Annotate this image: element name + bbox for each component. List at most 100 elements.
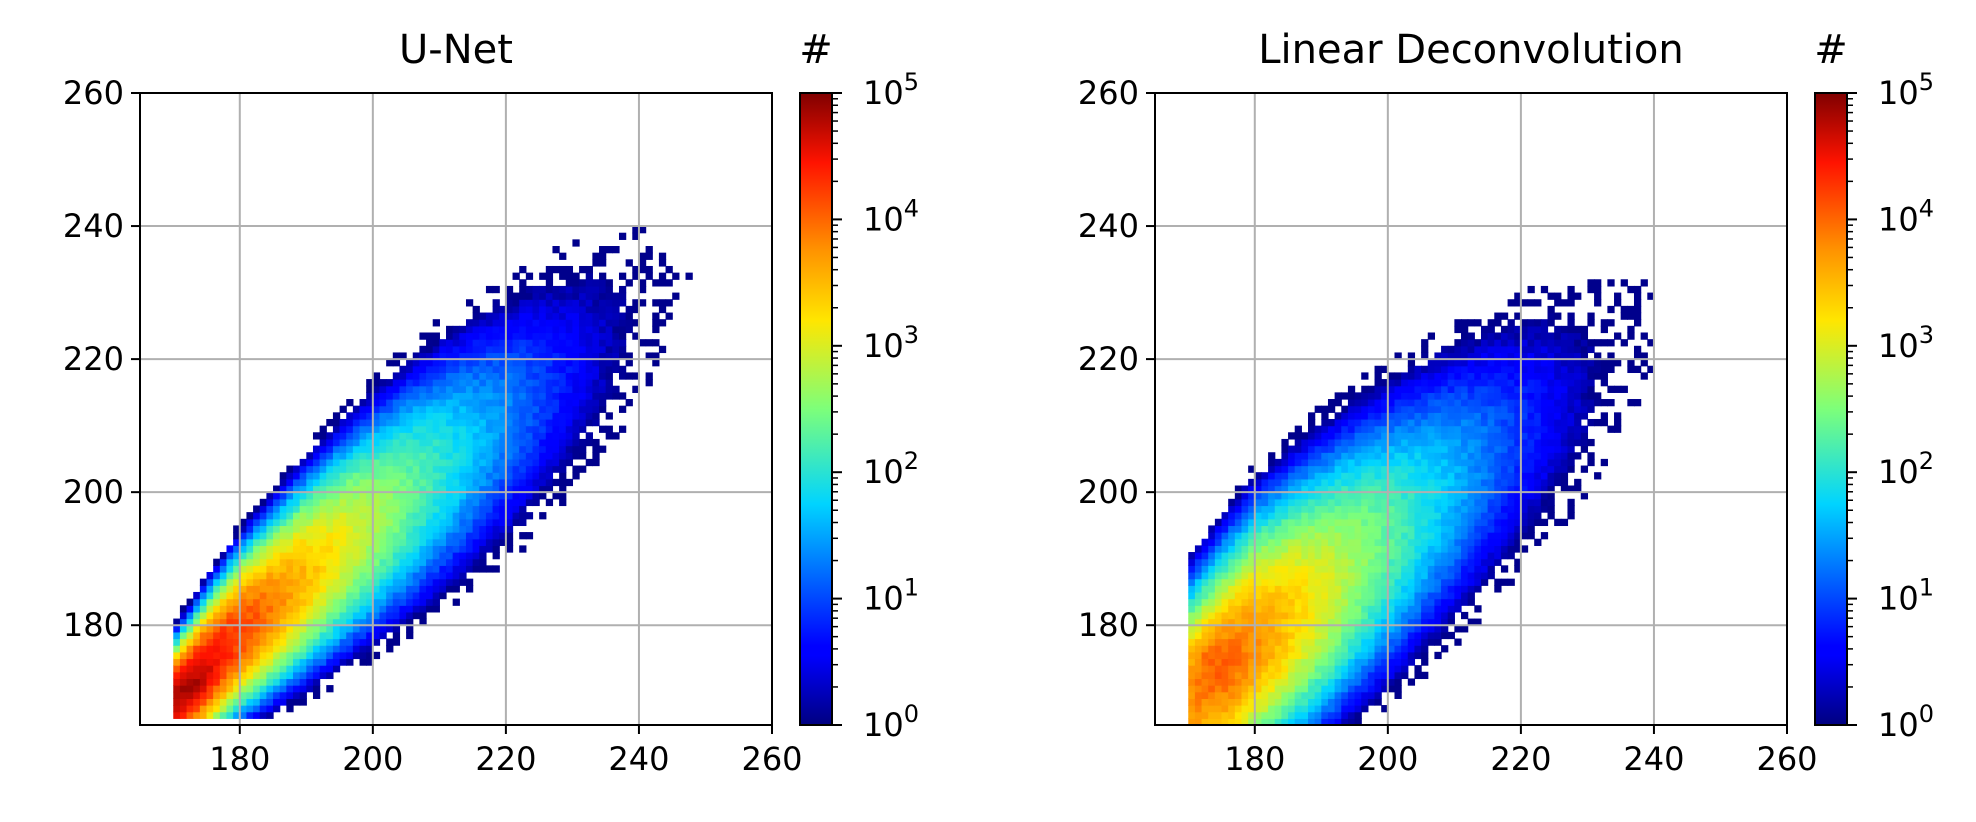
heatmap-cell bbox=[259, 618, 267, 626]
heatmap-cell bbox=[1414, 598, 1422, 606]
colorbar-tick-label: 100 bbox=[863, 700, 919, 744]
heatmap-cell bbox=[1467, 392, 1475, 400]
heatmap-cell bbox=[193, 665, 201, 673]
heatmap-cell bbox=[233, 585, 241, 593]
heatmap-cell bbox=[326, 618, 334, 626]
heatmap-cell bbox=[392, 525, 401, 533]
heatmap-cell bbox=[1374, 405, 1382, 413]
heatmap-cell bbox=[186, 691, 194, 699]
heatmap-cell bbox=[1401, 445, 1409, 453]
heatmap-cell bbox=[532, 332, 540, 340]
heatmap-cell bbox=[312, 565, 321, 573]
heatmap-cell bbox=[199, 618, 208, 626]
heatmap-cell bbox=[1281, 651, 1289, 660]
heatmap-cell bbox=[1354, 571, 1362, 580]
heatmap-cell bbox=[559, 292, 567, 300]
heatmap-cell bbox=[519, 312, 527, 320]
heatmap-cell bbox=[1407, 438, 1416, 447]
heatmap-cell bbox=[1367, 565, 1376, 573]
y-tick-label: 180 bbox=[1078, 606, 1139, 644]
heatmap-cell bbox=[585, 385, 593, 393]
heatmap-cell bbox=[219, 565, 228, 573]
heatmap-cell bbox=[492, 359, 500, 367]
heatmap-cell bbox=[366, 498, 374, 507]
heatmap-cell bbox=[1401, 425, 1409, 433]
x-tick-label: 180 bbox=[1224, 740, 1285, 778]
heatmap-cell bbox=[426, 605, 434, 613]
heatmap-cell bbox=[419, 432, 427, 440]
heatmap-cell bbox=[306, 658, 314, 666]
heatmap-cell bbox=[1520, 319, 1529, 327]
heatmap-cell bbox=[1514, 512, 1522, 520]
heatmap-cell bbox=[412, 565, 421, 573]
heatmap-cell bbox=[359, 505, 367, 513]
heatmap-cell bbox=[1574, 365, 1582, 374]
heatmap-cell bbox=[1414, 625, 1422, 633]
heatmap-cell bbox=[1434, 485, 1442, 493]
heatmap-cell bbox=[1268, 671, 1276, 680]
heatmap-cell bbox=[452, 492, 460, 500]
heatmap-cell bbox=[293, 571, 301, 580]
heatmap-cell bbox=[472, 512, 480, 520]
heatmap-cell bbox=[326, 578, 334, 586]
heatmap-cell bbox=[452, 458, 460, 467]
heatmap-cell bbox=[379, 472, 387, 480]
heatmap-cell bbox=[206, 625, 214, 633]
heatmap-cell bbox=[299, 678, 307, 686]
heatmap-cell bbox=[1574, 385, 1582, 393]
heatmap-cell bbox=[1381, 412, 1389, 420]
heatmap-cell bbox=[1254, 678, 1263, 686]
heatmap-cell bbox=[499, 339, 507, 347]
heatmap-cell bbox=[412, 505, 421, 513]
heatmap-cell bbox=[1214, 538, 1223, 546]
heatmap-cell bbox=[306, 538, 314, 546]
heatmap-cell bbox=[1560, 392, 1569, 400]
heatmap-cell bbox=[273, 538, 281, 546]
heatmap-cell bbox=[299, 498, 307, 507]
heatmap-cell bbox=[426, 498, 434, 507]
heatmap-cell bbox=[492, 412, 500, 420]
heatmap-cell bbox=[1301, 598, 1309, 606]
heatmap-cell bbox=[399, 578, 407, 586]
heatmap-cell bbox=[485, 465, 494, 473]
heatmap-cell bbox=[452, 425, 460, 433]
heatmap-cell bbox=[1221, 552, 1229, 560]
heatmap-cell bbox=[1208, 665, 1216, 673]
heatmap-cell bbox=[1367, 392, 1376, 400]
heatmap-cell bbox=[253, 698, 261, 706]
heatmap-cell bbox=[1321, 518, 1329, 527]
heatmap-cell bbox=[392, 498, 401, 507]
heatmap-cell bbox=[399, 405, 407, 413]
heatmap-cell bbox=[525, 292, 534, 300]
heatmap-cell bbox=[605, 339, 613, 347]
heatmap-cell bbox=[319, 425, 327, 433]
heatmap-cell bbox=[1188, 598, 1196, 606]
heatmap-cell bbox=[1361, 578, 1369, 586]
heatmap-cell bbox=[386, 445, 394, 453]
heatmap-cell bbox=[1474, 492, 1482, 500]
heatmap-cell bbox=[1454, 438, 1462, 447]
heatmap-cell bbox=[1268, 571, 1276, 580]
heatmap-cell bbox=[519, 292, 527, 300]
heatmap-cell bbox=[439, 412, 447, 420]
heatmap-cell bbox=[279, 698, 287, 706]
heatmap-cell bbox=[472, 339, 480, 347]
heatmap-cell bbox=[1301, 665, 1309, 673]
heatmap-cell bbox=[1254, 518, 1263, 527]
heatmap-cell bbox=[652, 279, 660, 287]
heatmap-cell bbox=[1234, 492, 1243, 500]
heatmap-cell bbox=[432, 585, 440, 593]
heatmap-cell bbox=[1407, 432, 1416, 440]
heatmap-cell bbox=[1414, 665, 1422, 673]
heatmap-cell bbox=[446, 518, 454, 527]
y-tick-label: 220 bbox=[63, 340, 124, 378]
heatmap-cell bbox=[319, 518, 327, 527]
heatmap-cell bbox=[1507, 465, 1515, 473]
heatmap-cell bbox=[452, 412, 460, 420]
heatmap-cell bbox=[465, 505, 474, 513]
heatmap-cell bbox=[1361, 705, 1369, 713]
heatmap-cell bbox=[1347, 571, 1356, 580]
heatmap-cell bbox=[1341, 558, 1349, 566]
heatmap-cell bbox=[406, 611, 414, 620]
